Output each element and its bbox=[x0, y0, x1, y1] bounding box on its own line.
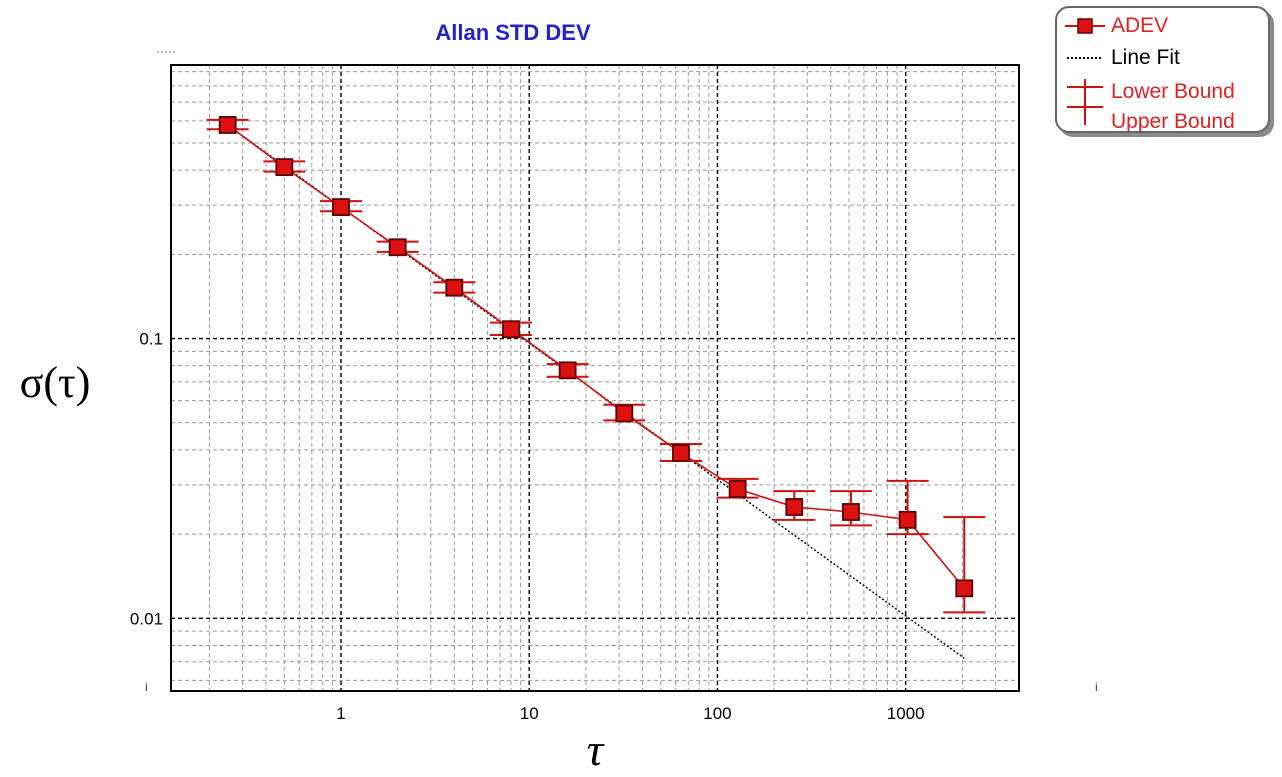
dotted-line-icon bbox=[1067, 57, 1103, 59]
adev-point bbox=[842, 503, 860, 521]
legend-item-linefit: Line Fit bbox=[1065, 45, 1180, 71]
corner-tick-right: i bbox=[1095, 680, 1098, 694]
legend-label-adev: ADEV bbox=[1111, 14, 1169, 37]
adev-point bbox=[388, 238, 407, 257]
y-tick-label: 0.1 bbox=[139, 330, 163, 349]
x-tick-label: 10 bbox=[520, 704, 539, 723]
adev-point bbox=[502, 320, 520, 339]
legend-label-linefit: Line Fit bbox=[1111, 46, 1180, 69]
adev-marker-icon bbox=[1065, 18, 1105, 34]
x-axis-label: τ bbox=[587, 724, 605, 775]
adev-point bbox=[615, 404, 634, 423]
y-tick-label: 0.01 bbox=[130, 609, 163, 628]
adev-point bbox=[445, 278, 464, 297]
adev-point bbox=[785, 498, 804, 516]
legend-label-upper: Upper Bound bbox=[1111, 110, 1235, 133]
adev-point bbox=[558, 361, 577, 380]
adev-point bbox=[728, 480, 747, 498]
legend-bounds-labels: Lower Bound Upper Bound bbox=[1111, 77, 1235, 137]
minor-gridlines bbox=[171, 65, 1019, 691]
y-axis-label: σ(τ) bbox=[20, 358, 91, 407]
errorbar-icon bbox=[1067, 79, 1103, 125]
adev-connecting-line bbox=[227, 124, 965, 589]
adev-series bbox=[206, 116, 986, 614]
adev-point bbox=[898, 510, 917, 529]
adev-point bbox=[672, 444, 690, 462]
chart-title: Allan STD DEV bbox=[435, 20, 591, 45]
legend: ADEV Line Fit Lower Bound Upper Bound bbox=[1055, 6, 1270, 133]
legend-item-bounds: Lower Bound Upper Bound bbox=[1065, 77, 1235, 133]
adev-point bbox=[955, 579, 974, 598]
adev-point bbox=[275, 158, 294, 177]
legend-item-adev: ADEV bbox=[1065, 13, 1168, 39]
x-tick-label: 100 bbox=[703, 704, 731, 723]
line-fit-series bbox=[227, 124, 965, 659]
line-fit bbox=[227, 124, 965, 659]
adev-point bbox=[218, 116, 237, 134]
plot-frame bbox=[170, 64, 1020, 692]
x-tick-label: 1000 bbox=[887, 704, 925, 723]
x-tick-label: 1 bbox=[336, 704, 345, 723]
adev-point bbox=[332, 198, 350, 217]
tick-labels: 1 10 100 1000 0.01 0.1 bbox=[130, 330, 925, 723]
major-gridlines bbox=[171, 65, 1019, 691]
legend-label-lower: Lower Bound bbox=[1111, 80, 1235, 103]
corner-tick-left: i bbox=[145, 680, 148, 694]
